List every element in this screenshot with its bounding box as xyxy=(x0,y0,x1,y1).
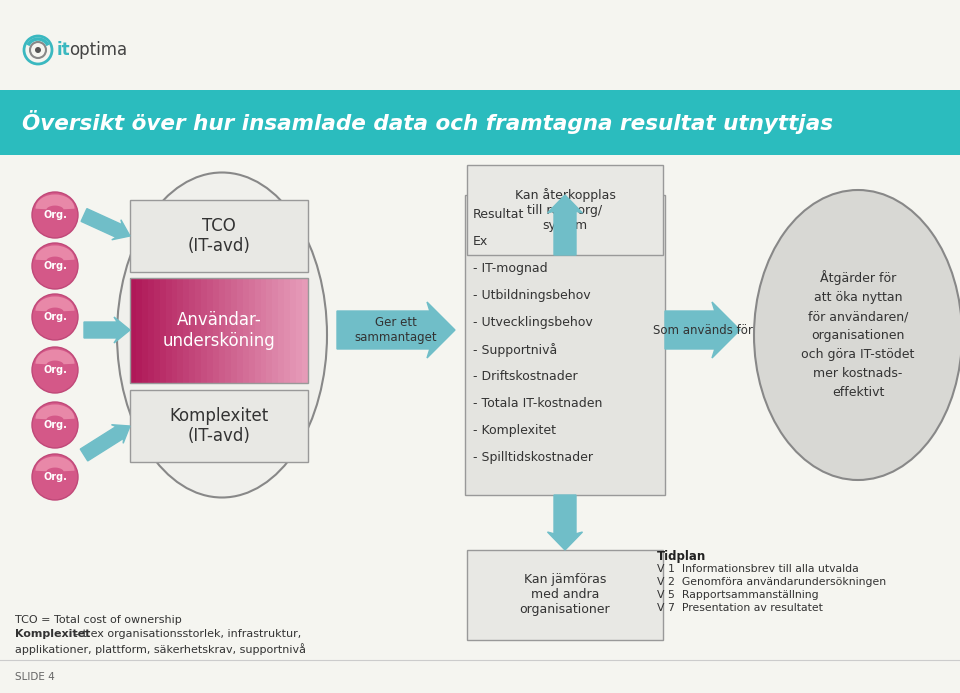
Bar xyxy=(130,278,308,383)
FancyArrow shape xyxy=(81,209,130,240)
Bar xyxy=(159,278,166,383)
Text: Resultat: Resultat xyxy=(473,208,524,221)
Text: Tidplan: Tidplan xyxy=(657,550,707,563)
FancyArrow shape xyxy=(547,195,583,255)
Bar xyxy=(254,278,261,383)
Circle shape xyxy=(32,294,78,340)
Text: Användar-
undersköning: Användar- undersköning xyxy=(162,311,276,350)
Text: - Driftskostnader: - Driftskostnader xyxy=(473,370,578,383)
Ellipse shape xyxy=(754,190,960,480)
Text: V 1  Informationsbrev till alla utvalda: V 1 Informationsbrev till alla utvalda xyxy=(657,564,859,574)
Text: optima: optima xyxy=(69,41,127,59)
Text: Komplexitet: Komplexitet xyxy=(15,629,90,639)
Text: - Totala IT-kostnaden: - Totala IT-kostnaden xyxy=(473,397,602,410)
Text: Org.: Org. xyxy=(43,420,67,430)
Text: Org.: Org. xyxy=(43,472,67,482)
Bar xyxy=(165,278,172,383)
Bar xyxy=(130,278,136,383)
Bar xyxy=(213,278,220,383)
Bar xyxy=(154,278,160,383)
Bar xyxy=(290,278,297,383)
Text: V 7  Presentation av resultatet: V 7 Presentation av resultatet xyxy=(657,603,823,613)
Text: SLIDE 4: SLIDE 4 xyxy=(15,672,55,682)
Text: - Supportnivå: - Supportnivå xyxy=(473,343,557,357)
Text: V 5  Rapportsammanställning: V 5 Rapportsammanställning xyxy=(657,590,819,600)
Bar xyxy=(467,550,663,640)
Bar xyxy=(136,278,142,383)
Bar xyxy=(260,278,267,383)
Text: TCO = Total cost of ownership: TCO = Total cost of ownership xyxy=(15,615,181,625)
Bar xyxy=(207,278,213,383)
Bar xyxy=(142,278,148,383)
Bar xyxy=(202,278,207,383)
Bar xyxy=(267,278,273,383)
Text: - IT-mognad: - IT-mognad xyxy=(473,262,547,275)
Text: – t.ex organisationsstorlek, infrastruktur,: – t.ex organisationsstorlek, infrastrukt… xyxy=(70,629,301,639)
FancyArrow shape xyxy=(337,302,455,358)
Bar xyxy=(195,278,202,383)
FancyArrow shape xyxy=(665,302,740,358)
Text: applikationer, plattform, säkerhetskrav, supportnivå: applikationer, plattform, säkerhetskrav,… xyxy=(15,643,306,655)
Text: Översikt över hur insamlade data och framtagna resultat utnyttjas: Översikt över hur insamlade data och fra… xyxy=(22,110,833,134)
Bar xyxy=(465,195,665,495)
Text: Org.: Org. xyxy=(43,210,67,220)
Circle shape xyxy=(35,47,41,53)
Text: Som används för: Som används för xyxy=(653,324,753,337)
Bar xyxy=(0,90,960,155)
Bar xyxy=(225,278,231,383)
Text: Ex: Ex xyxy=(473,235,489,248)
Circle shape xyxy=(32,454,78,500)
Bar xyxy=(130,200,308,272)
Text: Org.: Org. xyxy=(43,261,67,271)
Bar xyxy=(243,278,250,383)
Bar xyxy=(130,390,308,462)
Bar xyxy=(219,278,226,383)
Bar xyxy=(237,278,243,383)
FancyArrow shape xyxy=(84,317,130,343)
Text: TCO
(IT-avd): TCO (IT-avd) xyxy=(187,217,251,256)
Text: - Utbildningsbehov: - Utbildningsbehov xyxy=(473,289,590,302)
Text: Org.: Org. xyxy=(43,365,67,375)
Bar xyxy=(302,278,308,383)
Text: it: it xyxy=(57,41,71,59)
Bar xyxy=(189,278,196,383)
Bar xyxy=(148,278,155,383)
Bar xyxy=(178,278,184,383)
Text: - Utvecklingsbehov: - Utvecklingsbehov xyxy=(473,316,592,329)
Bar xyxy=(467,165,663,255)
Text: - Spilltidskostnader: - Spilltidskostnader xyxy=(473,451,593,464)
FancyArrow shape xyxy=(81,425,130,461)
Text: Kan återkopplas
till resp org/
system: Kan återkopplas till resp org/ system xyxy=(515,188,615,232)
Bar xyxy=(230,278,237,383)
Circle shape xyxy=(32,402,78,448)
Bar xyxy=(183,278,190,383)
Text: Kan jämföras
med andra
organisationer: Kan jämföras med andra organisationer xyxy=(519,574,611,617)
Bar xyxy=(273,278,278,383)
Circle shape xyxy=(32,243,78,289)
Bar xyxy=(172,278,178,383)
Text: Komplexitet
(IT-avd): Komplexitet (IT-avd) xyxy=(169,407,269,446)
Text: - Komplexitet: - Komplexitet xyxy=(473,424,556,437)
Bar xyxy=(296,278,302,383)
Circle shape xyxy=(32,192,78,238)
Text: Ger ett
sammantaget: Ger ett sammantaget xyxy=(354,316,438,344)
Bar xyxy=(278,278,285,383)
Text: V 2  Genomföra användarundersökningen: V 2 Genomföra användarundersökningen xyxy=(657,577,886,587)
Ellipse shape xyxy=(117,173,327,498)
Circle shape xyxy=(32,347,78,393)
FancyArrow shape xyxy=(547,495,583,550)
Bar xyxy=(284,278,291,383)
Text: Org.: Org. xyxy=(43,312,67,322)
Bar xyxy=(249,278,255,383)
Text: Åtgärder för
att öka nyttan
för användaren/
organisationen
och göra IT-stödet
me: Åtgärder för att öka nyttan för användar… xyxy=(802,270,915,399)
